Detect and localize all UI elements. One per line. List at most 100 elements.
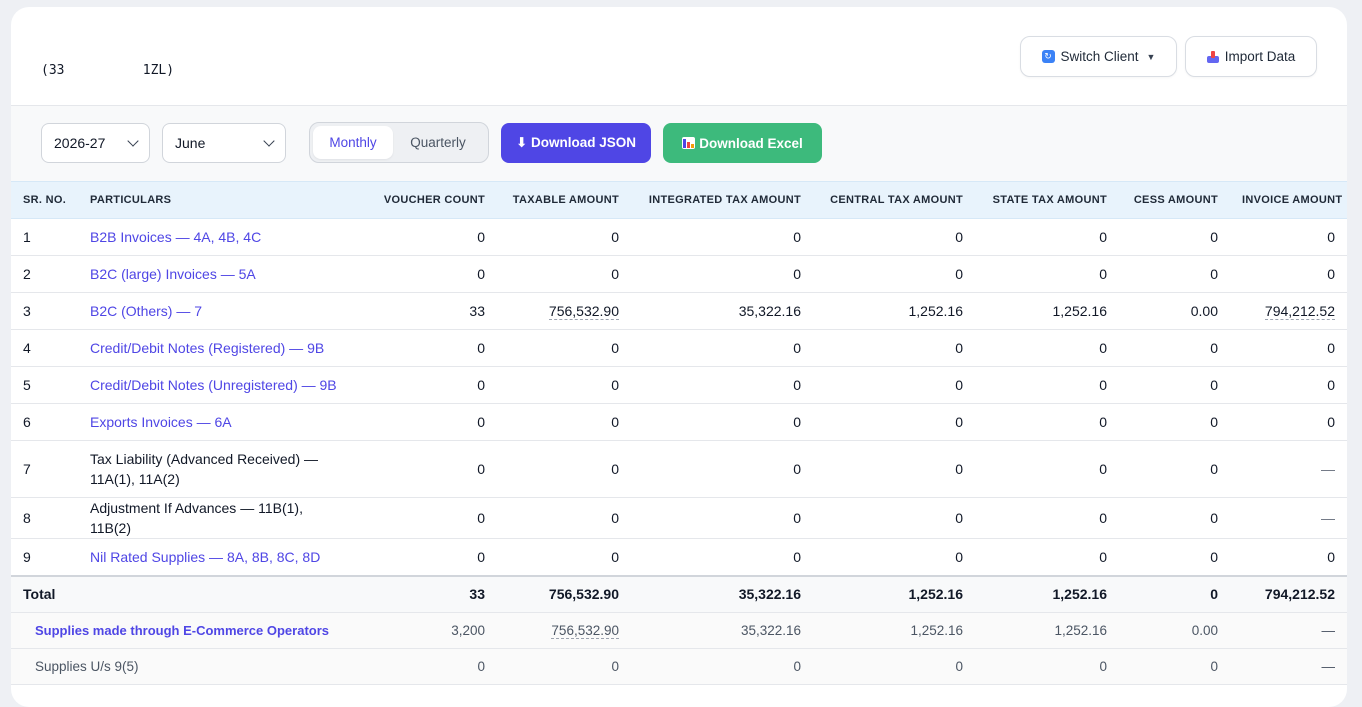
col-header-sgst: STATE TAX AMOUNT xyxy=(992,194,1107,206)
s95-igst: 0 xyxy=(631,648,813,685)
cell-cess: 0 xyxy=(1119,218,1230,256)
switch-client-button[interactable]: ↻ Switch Client ▼ xyxy=(1020,36,1177,77)
cell-taxable: 0 xyxy=(497,218,631,256)
cell-sr: 5 xyxy=(11,366,78,404)
download-json-button[interactable]: ⬇ Download JSON xyxy=(501,123,651,163)
total-row: Total 33 756,532.90 35,322.16 1,252.16 1… xyxy=(11,575,1347,613)
cell-igst: 0 xyxy=(631,218,813,256)
cell-sgst: 0 xyxy=(975,329,1119,367)
cell-invoice: — xyxy=(1230,497,1347,539)
cell-cgst: 0 xyxy=(813,329,975,367)
cell-sgst: 0 xyxy=(975,403,1119,441)
main-card: (33 1ZL) ↻ Switch Client ▼ Import Data 2… xyxy=(11,7,1347,707)
cell-cgst: 0 xyxy=(813,366,975,404)
cell-taxable: 0 xyxy=(497,329,631,367)
cell-voucher: 33 xyxy=(353,292,497,330)
cell-cgst: 0 xyxy=(813,497,975,539)
period-toggle: Monthly Quarterly xyxy=(309,122,489,163)
cell-voucher: 0 xyxy=(353,497,497,539)
cell-igst: 0 xyxy=(631,403,813,441)
cell-particulars-link[interactable]: Credit/Debit Notes (Registered) — 9B xyxy=(78,329,353,367)
cell-sr: 1 xyxy=(11,218,78,256)
cell-cess: 0 xyxy=(1119,440,1230,498)
cell-particulars-link[interactable]: B2C (large) Invoices — 5A xyxy=(78,255,353,293)
total-invoice: 794,212.52 xyxy=(1230,575,1347,613)
col-header-taxable: TAXABLE AMOUNT xyxy=(512,194,619,206)
cell-cess: 0 xyxy=(1119,366,1230,404)
cell-voucher: 0 xyxy=(353,538,497,576)
cell-voucher: 0 xyxy=(353,403,497,441)
cell-invoice: 0 xyxy=(1230,329,1347,367)
cell-particulars-link[interactable]: Credit/Debit Notes (Unregistered) — 9B xyxy=(78,366,353,404)
cell-taxable: 0 xyxy=(497,538,631,576)
total-sgst: 1,252.16 xyxy=(975,575,1119,613)
caret-down-icon: ▼ xyxy=(1146,51,1156,62)
cell-invoice: 0 xyxy=(1230,403,1347,441)
tab-quarterly[interactable]: Quarterly xyxy=(410,135,466,150)
switch-client-label: Switch Client xyxy=(1060,49,1139,64)
taxable-amount-hover[interactable]: 756,532.90 xyxy=(548,303,619,320)
table-row: 6 Exports Invoices — 6A 0 0 0 0 0 0 0 xyxy=(11,403,1347,441)
s95-sgst: 0 xyxy=(975,648,1119,685)
total-igst: 35,322.16 xyxy=(631,575,813,613)
cell-sgst: 0 xyxy=(975,255,1119,293)
cell-sr: 6 xyxy=(11,403,78,441)
cell-igst: 0 xyxy=(631,440,813,498)
col-header-invoice: INVOICE AMOUNT xyxy=(1242,194,1343,206)
cell-voucher: 0 xyxy=(353,329,497,367)
tab-monthly[interactable]: Monthly xyxy=(313,126,393,159)
cell-taxable[interactable]: 756,532.90 xyxy=(497,292,631,330)
cell-particulars: Adjustment If Advances — 11B(1), 11B(2) xyxy=(78,497,353,539)
chevron-down-icon xyxy=(263,135,275,147)
cell-particulars-link[interactable]: B2B Invoices — 4A, 4B, 4C xyxy=(78,218,353,256)
cell-particulars-link[interactable]: B2C (Others) — 7 xyxy=(78,292,353,330)
cell-sgst: 0 xyxy=(975,440,1119,498)
cell-igst: 0 xyxy=(631,497,813,539)
total-cess: 0 xyxy=(1119,575,1230,613)
year-value: 2026-27 xyxy=(54,135,106,151)
cell-cess: 0 xyxy=(1119,329,1230,367)
cell-cgst: 0 xyxy=(813,218,975,256)
chevron-down-icon xyxy=(127,135,139,147)
cell-sr: 9 xyxy=(11,538,78,576)
s95-invoice: — xyxy=(1230,648,1347,685)
download-excel-button[interactable]: Download Excel xyxy=(663,123,822,163)
cell-voucher: 0 xyxy=(353,440,497,498)
invoice-amount-hover[interactable]: 794,212.52 xyxy=(1264,303,1335,320)
col-header-particulars: PARTICULARS xyxy=(90,194,172,206)
table-row: 9 Nil Rated Supplies — 8A, 8B, 8C, 8D 0 … xyxy=(11,538,1347,576)
table-row: 7 Tax Liability (Advanced Received) — 11… xyxy=(11,440,1347,498)
month-value: June xyxy=(175,135,206,151)
cell-cess: 0 xyxy=(1119,403,1230,441)
ecommerce-link[interactable]: Supplies made through E-Commerce Operato… xyxy=(11,612,353,649)
total-taxable: 756,532.90 xyxy=(497,575,631,613)
ecom-taxable[interactable]: 756,532.90 xyxy=(497,612,631,649)
cell-taxable: 0 xyxy=(497,255,631,293)
ecom-sgst: 1,252.16 xyxy=(975,612,1119,649)
bar-chart-icon xyxy=(682,137,696,149)
cell-sr: 7 xyxy=(11,440,78,498)
month-select[interactable]: June xyxy=(162,123,286,163)
cell-invoice: 0 xyxy=(1230,366,1347,404)
s95-taxable: 0 xyxy=(497,648,631,685)
cell-igst: 0 xyxy=(631,255,813,293)
cell-particulars-link[interactable]: Nil Rated Supplies — 8A, 8B, 8C, 8D xyxy=(78,538,353,576)
cell-invoice[interactable]: 794,212.52 xyxy=(1230,292,1347,330)
import-data-button[interactable]: Import Data xyxy=(1185,36,1317,77)
cell-cgst: 0 xyxy=(813,403,975,441)
cell-taxable: 0 xyxy=(497,403,631,441)
cell-particulars-link[interactable]: Exports Invoices — 6A xyxy=(78,403,353,441)
cell-cess: 0 xyxy=(1119,255,1230,293)
col-header-cess: CESS AMOUNT xyxy=(1133,194,1218,206)
year-select[interactable]: 2026-27 xyxy=(41,123,150,163)
cell-taxable: 0 xyxy=(497,440,631,498)
cell-invoice: 0 xyxy=(1230,255,1347,293)
table-row: 4 Credit/Debit Notes (Registered) — 9B 0… xyxy=(11,329,1347,367)
cell-cgst: 0 xyxy=(813,440,975,498)
page-header: (33 1ZL) ↻ Switch Client ▼ Import Data xyxy=(11,7,1347,106)
table-row: 1 B2B Invoices — 4A, 4B, 4C 0 0 0 0 0 0 … xyxy=(11,218,1347,256)
ecom-taxable-hover[interactable]: 756,532.90 xyxy=(551,623,619,639)
cell-cess: 0.00 xyxy=(1119,292,1230,330)
cell-cgst: 0 xyxy=(813,538,975,576)
cell-voucher: 0 xyxy=(353,366,497,404)
